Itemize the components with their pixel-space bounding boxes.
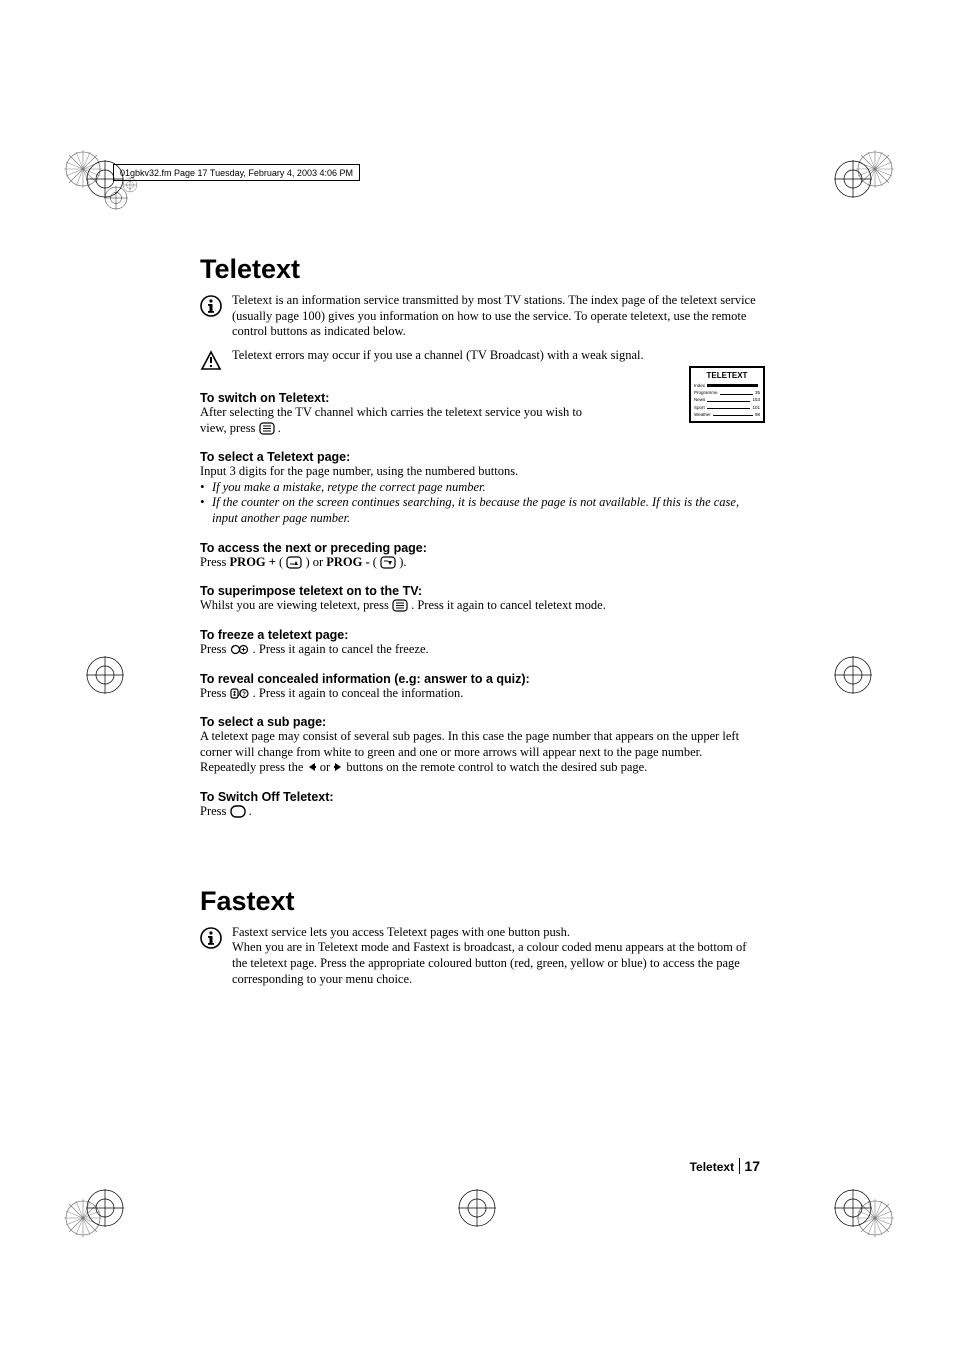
teletext-box-row: Sport101 <box>694 404 760 411</box>
bullet-mistake: If you make a mistake, retype the correc… <box>200 480 760 496</box>
crop-mark-icon <box>834 1189 872 1227</box>
teletext-box-row: News153 <box>694 396 760 403</box>
arrow-right-icon <box>333 761 343 771</box>
section-switch-off-p: Press . <box>200 804 760 820</box>
page-up-icon <box>286 556 302 569</box>
teletext-preview-box: TELETEXT IndexProgramme35News153Sport101… <box>689 366 765 423</box>
page-down-icon <box>380 556 396 569</box>
warning-icon <box>200 350 222 377</box>
section-switch-on-p: After selecting the TV channel which car… <box>200 405 600 436</box>
crop-mark-icon <box>86 1189 124 1227</box>
teletext-box-title: TELETEXT <box>694 371 760 380</box>
section-freeze-h: To freeze a teletext page: <box>200 628 760 642</box>
section-superimpose-h: To superimpose teletext on to the TV: <box>200 584 760 598</box>
info-icon <box>200 295 222 322</box>
page-footer: Teletext 17 <box>200 1158 760 1174</box>
intro-teletext: Teletext is an information service trans… <box>232 293 760 340</box>
framemaker-header: 01gbkv32.fm Page 17 Tuesday, February 4,… <box>113 164 360 181</box>
teletext-box-row: Programme35 <box>694 389 760 396</box>
info-icon <box>200 927 222 954</box>
section-next-prev-p: Press PROG + ( ) or PROG - ( ). <box>200 555 760 571</box>
footer-section-label: Teletext <box>690 1160 734 1174</box>
bullet-counter: If the counter on the screen continues s… <box>200 495 760 526</box>
section-subpage-p: A teletext page may consist of several s… <box>200 729 760 776</box>
section-select-page-p: Input 3 digits for the page number, usin… <box>200 464 760 480</box>
section-switch-on-h: To switch on Teletext: <box>200 391 760 405</box>
section-subpage-h: To select a sub page: <box>200 715 760 729</box>
footer-page-number: 17 <box>739 1158 760 1174</box>
intro-fastext: Fastext service lets you access Teletext… <box>232 925 760 988</box>
heading-fastext: Fastext <box>200 886 760 917</box>
teletext-box-row: Weather98 <box>694 411 760 418</box>
crop-mark-icon <box>834 656 872 694</box>
hold-icon <box>230 643 250 656</box>
teletext-button-icon <box>259 422 275 435</box>
warning-teletext: Teletext errors may occur if you use a c… <box>232 348 644 364</box>
crop-mark-icon <box>834 160 872 198</box>
teletext-button-icon <box>392 599 408 612</box>
arrow-left-icon <box>307 761 317 771</box>
section-reveal-h: To reveal concealed information (e.g: an… <box>200 672 760 686</box>
crop-mark-icon <box>458 1189 496 1227</box>
section-next-prev-h: To access the next or preceding page: <box>200 541 760 555</box>
section-reveal-p: Press . Press it again to conceal the in… <box>200 686 760 702</box>
section-freeze-p: Press . Press it again to cancel the fre… <box>200 642 760 658</box>
reveal-icon <box>230 687 250 700</box>
section-switch-off-h: To Switch Off Teletext: <box>200 790 760 804</box>
off-button-icon <box>230 805 246 818</box>
heading-teletext: Teletext <box>200 254 760 285</box>
crop-mark-icon <box>86 656 124 694</box>
section-select-page-h: To select a Teletext page: <box>200 450 760 464</box>
teletext-box-row: Index <box>694 382 760 389</box>
section-superimpose-p: Whilst you are viewing teletext, press .… <box>200 598 760 614</box>
